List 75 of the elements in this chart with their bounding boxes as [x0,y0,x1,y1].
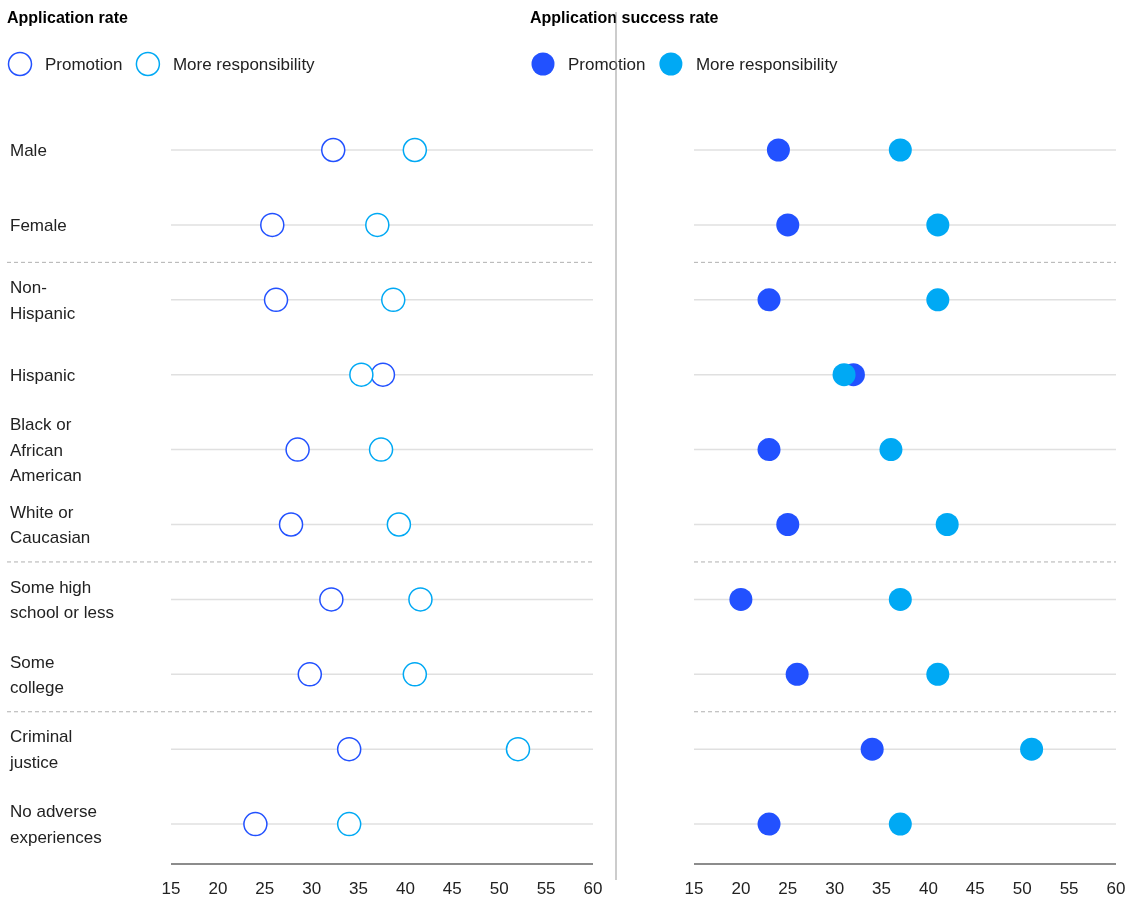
point [729,587,753,611]
point [365,212,390,238]
x-tick-label: 60 [1106,879,1126,898]
y-tick-label: Black or African American [10,415,82,486]
x-tick-label: 30 [302,879,322,898]
chart-title: Application rate [7,9,129,26]
point [926,288,950,312]
point [757,288,781,312]
point [336,811,362,837]
x-tick-label: 25 [778,879,798,898]
x-tick-label: 25 [255,879,275,898]
point [260,212,285,238]
point [402,137,428,163]
point [832,363,856,387]
point [935,513,959,536]
y-tick-label: No adverse experiences [10,802,102,847]
y-tick-label: Some college [10,652,64,698]
x-tick-label: 55 [536,879,556,898]
point [776,513,800,536]
point [408,587,433,612]
point [776,213,800,237]
point [297,662,323,687]
y-tick-label: Criminal justice [9,727,73,772]
point [879,438,903,462]
point [888,587,912,611]
point [370,362,396,387]
point [386,512,412,537]
point [757,812,781,836]
x-tick-label: 15 [684,879,704,898]
point [320,137,346,163]
y-tick-label: Some high school or less [10,577,114,623]
x-tick-label: 45 [965,879,985,898]
x-tick-label: 50 [1012,879,1032,898]
point [926,213,950,237]
point [1020,737,1044,761]
point [368,437,394,462]
x-tick-label: 45 [442,879,462,898]
x-tick-label: 20 [208,879,228,898]
point [319,587,344,612]
point [278,512,304,537]
y-tick-label: Male [10,141,47,160]
point [381,287,406,313]
x-tick-label: 60 [583,879,603,898]
x-tick-label: 20 [731,879,751,898]
x-tick-label: 40 [918,879,938,898]
legend-label: Promotion [568,55,646,74]
point [888,138,912,162]
x-tick-label: 30 [825,879,845,898]
point [766,138,790,162]
point [349,362,374,387]
point [757,438,781,462]
point [860,737,884,761]
point [263,287,289,313]
chart-title: Application success rate [530,9,719,26]
point [285,437,310,462]
x-tick-label: 35 [872,879,892,898]
legend-label: Promotion [45,55,123,74]
x-tick-label: 40 [395,879,415,898]
x-tick-label: 35 [349,879,369,898]
x-tick-label: 50 [489,879,509,898]
y-tick-label: Female [10,215,67,235]
legend-label: More responsibility [172,55,316,74]
point [243,811,268,837]
point [402,662,428,687]
y-tick-label: White or Caucasian [10,502,91,548]
y-tick-label: Hispanic [10,365,76,385]
x-tick-label: 55 [1059,879,1079,898]
point [785,662,809,686]
point [926,662,950,686]
legend-label: More responsibility [695,55,839,74]
y-tick-label: Non- Hispanic [10,278,76,323]
point [336,736,362,762]
x-tick-label: 15 [161,879,181,898]
point [888,812,912,836]
point [505,736,531,762]
